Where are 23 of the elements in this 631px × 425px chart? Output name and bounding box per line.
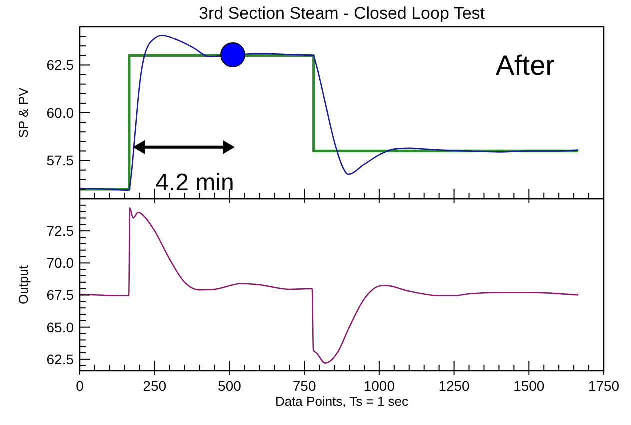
y-tick-label: 67.5: [46, 287, 74, 304]
text: 70.0: [46, 255, 74, 272]
y-tick-label: 57.5: [46, 152, 74, 169]
x-tick-label: 750: [292, 378, 316, 394]
x-tick-label: 1750: [588, 378, 620, 394]
x-tick-label: 1250: [438, 378, 470, 394]
text: 60.0: [46, 104, 74, 121]
y-axis-title: Output: [16, 265, 31, 305]
annotation: 4.2 min: [156, 169, 234, 196]
x-tick-label: 250: [143, 378, 167, 394]
x-tick-label: 1000: [364, 378, 396, 394]
text: 65.0: [46, 319, 74, 336]
x-tick-label: 500: [218, 378, 242, 394]
y-tick-label: 62.5: [46, 57, 74, 74]
y-tick-label: 62.5: [46, 351, 74, 368]
x-tick-label: 1500: [514, 378, 545, 394]
chart-title: 3rd Section Steam - Closed Loop Test: [198, 4, 486, 23]
x-tick-label: 0: [76, 378, 84, 394]
y-tick-label: 72.5: [46, 222, 74, 239]
x-axis-title: Data Points, Ts = 1 sec: [275, 394, 410, 409]
y-axis-title: SP & PV: [16, 88, 31, 138]
annotation: After: [496, 50, 555, 82]
line-series: [79, 207, 580, 364]
